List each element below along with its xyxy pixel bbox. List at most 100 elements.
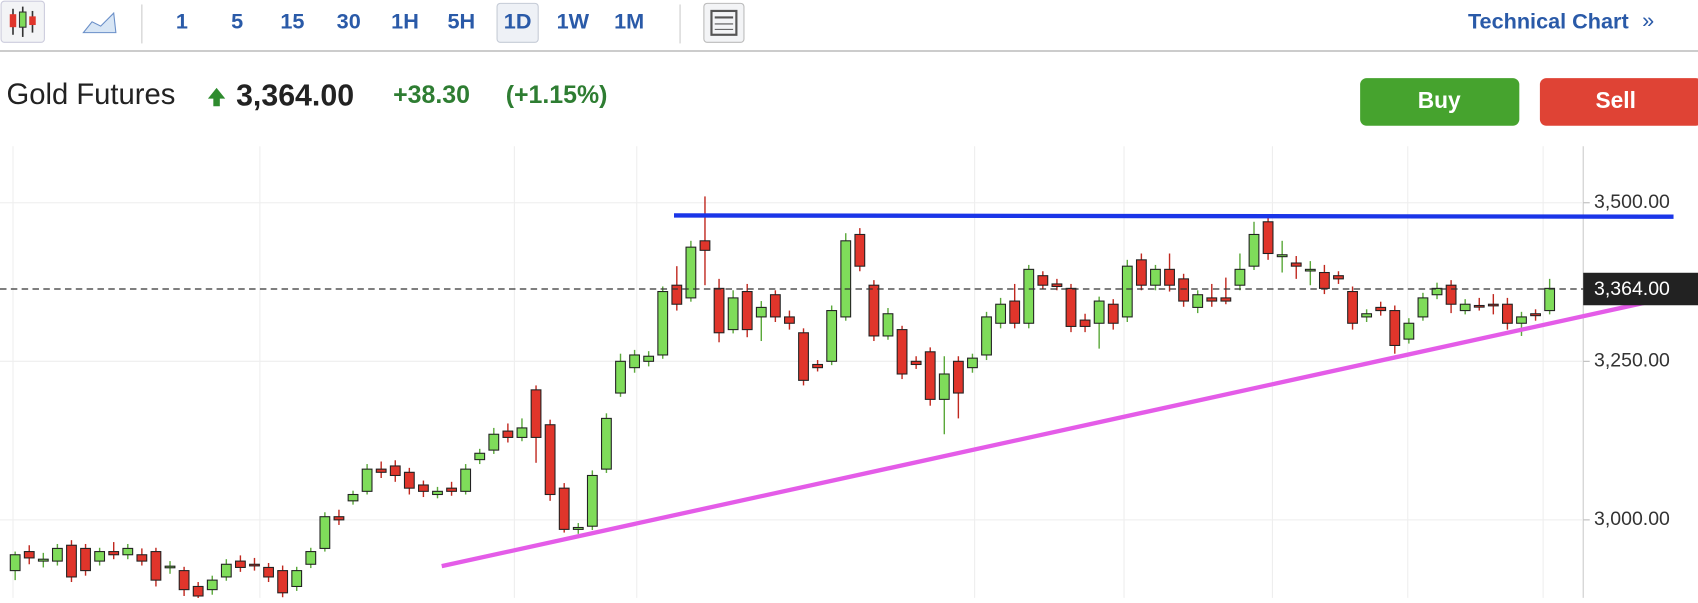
candle-body	[995, 303, 1007, 324]
interval[interactable]: 15	[280, 9, 304, 34]
link-icon[interactable]: »	[1642, 7, 1654, 32]
interval[interactable]: 1	[176, 9, 188, 34]
candle-body	[1501, 303, 1513, 324]
candle-body	[812, 363, 824, 369]
candle-body	[23, 551, 35, 559]
candle-body	[474, 452, 486, 461]
layout-icon[interactable]	[703, 2, 745, 43]
last-price-label: 3,364.00	[1594, 278, 1670, 300]
candle-body	[741, 291, 753, 331]
candle-body	[192, 585, 204, 597]
candle-body	[1065, 287, 1077, 327]
interval[interactable]: 1D	[504, 9, 532, 34]
candle-body	[572, 526, 584, 530]
candle-body	[868, 284, 880, 337]
candle-body	[558, 487, 570, 530]
interval[interactable]: 1H	[391, 9, 419, 34]
candle-body	[488, 433, 500, 451]
trendline	[441, 298, 1656, 569]
candle-body	[1347, 291, 1358, 324]
interval[interactable]: 5	[231, 9, 243, 34]
candle-body	[1445, 284, 1457, 305]
candle-body	[1220, 297, 1232, 302]
candle-body	[277, 570, 289, 594]
candle-body	[305, 551, 317, 565]
candle-body	[952, 360, 964, 394]
candle-body	[1164, 268, 1175, 286]
candle-body	[1051, 283, 1063, 288]
buy-label[interactable]: Buy	[1418, 87, 1461, 113]
sell-label[interactable]: Sell	[1595, 87, 1635, 113]
candle-body	[1121, 265, 1133, 318]
y-tick-label: 3,500.00	[1594, 191, 1670, 213]
candle-body	[1150, 268, 1161, 286]
candle-body	[671, 284, 683, 305]
technical-chart-link[interactable]: Technical Chart	[1468, 9, 1629, 34]
candle-body	[1544, 287, 1556, 312]
candle-body	[981, 316, 992, 356]
candle-body	[1318, 271, 1330, 289]
candle-body	[418, 484, 429, 492]
interval[interactable]: 1M	[614, 9, 644, 34]
candle-body	[1206, 297, 1218, 302]
candle-body	[9, 554, 21, 572]
candle-body	[1487, 303, 1499, 307]
candle-body	[910, 360, 922, 366]
instrument-name: Gold Futures	[6, 79, 175, 111]
candle-body	[854, 233, 866, 267]
candle-body	[713, 287, 725, 334]
candle-body	[826, 310, 838, 362]
candle-body	[80, 547, 91, 572]
candle-body	[896, 329, 908, 375]
candle-body	[1403, 322, 1415, 340]
candle-body	[755, 306, 767, 318]
candle-body	[1516, 316, 1527, 324]
candle-body	[375, 468, 387, 473]
candle-body	[94, 551, 106, 562]
candle-body	[389, 465, 401, 477]
candle-body	[629, 354, 640, 369]
candle-body	[657, 291, 669, 356]
candle-body	[601, 417, 612, 470]
candle-body	[1192, 294, 1204, 308]
candle-body	[1262, 221, 1274, 255]
candle-body	[586, 474, 598, 527]
candle-body	[769, 294, 781, 318]
candle-body	[1459, 303, 1471, 312]
candle-body	[432, 490, 443, 496]
candle-body	[840, 240, 852, 318]
candle-body	[882, 313, 894, 337]
interval[interactable]: 5H	[447, 9, 475, 34]
up-arrow	[207, 87, 226, 107]
candle-body	[544, 424, 556, 496]
sell-button[interactable]	[1539, 78, 1698, 126]
candle-body	[1248, 233, 1260, 267]
candle-body	[51, 547, 63, 562]
candle-body	[178, 570, 190, 591]
interval[interactable]: 30	[337, 9, 361, 34]
change-pct: (+1.15%)	[506, 81, 608, 109]
candle-body	[1361, 313, 1373, 318]
interval[interactable]: 1W	[557, 9, 590, 34]
candle-body	[1290, 262, 1302, 267]
candle-body	[136, 554, 148, 562]
candle-body	[967, 357, 978, 369]
candle-body	[347, 493, 359, 502]
candle-body	[1079, 319, 1091, 327]
y-tick-label: 3,250.00	[1594, 349, 1670, 371]
candle-body	[403, 471, 415, 489]
candle-body	[516, 427, 528, 438]
buy-button[interactable]	[1360, 78, 1520, 126]
candle-body	[727, 297, 739, 331]
candle-body	[643, 355, 655, 362]
candle-body	[446, 487, 457, 492]
candle-body	[1276, 254, 1288, 258]
candle-body	[1093, 300, 1105, 324]
area-icon[interactable]	[82, 11, 117, 34]
selected-interval	[496, 2, 539, 43]
candle-body	[108, 551, 120, 556]
candle-body	[206, 579, 218, 591]
price: 3,364.00	[236, 80, 354, 113]
y-tick-label: 3,000.00	[1594, 508, 1670, 530]
